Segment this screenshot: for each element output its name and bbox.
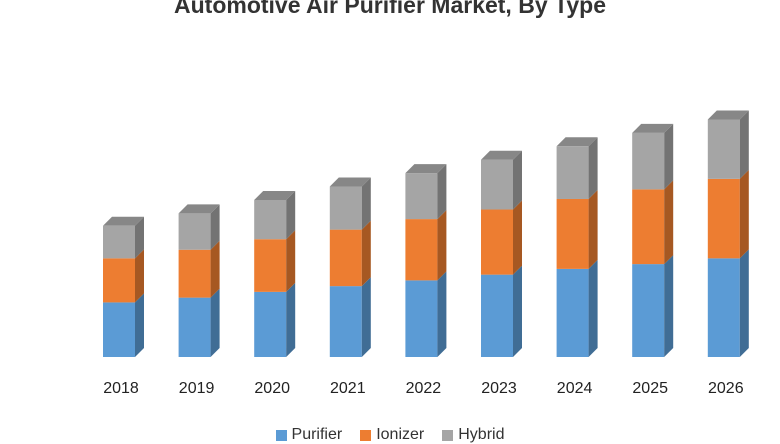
bar-side-hybrid-2021 bbox=[361, 177, 371, 230]
x-tick-label-2023: 2023 bbox=[481, 380, 517, 397]
bar-stack-2024 bbox=[556, 137, 598, 357]
bar-hybrid-2026 bbox=[707, 119, 740, 179]
bar-side-ionizer-2023 bbox=[513, 200, 522, 275]
bar-side-ionizer-2021 bbox=[361, 220, 371, 287]
bar-side-purifier-2019 bbox=[210, 288, 220, 357]
bar-ionizer-2019 bbox=[178, 249, 211, 298]
bar-top-hybrid-2026 bbox=[707, 110, 749, 120]
bar-side-purifier-2024 bbox=[588, 259, 598, 357]
x-tick-label-2026: 2026 bbox=[708, 380, 744, 397]
bar-side-purifier-2018 bbox=[135, 293, 144, 357]
bar-hybrid-2018 bbox=[103, 225, 135, 259]
bar-top-hybrid-2021 bbox=[329, 177, 371, 187]
x-tick-label-2019: 2019 bbox=[179, 380, 215, 397]
bar-hybrid-2024 bbox=[556, 146, 589, 199]
bar-purifier-2019 bbox=[178, 297, 211, 357]
x-tick-label-2020: 2020 bbox=[254, 380, 290, 397]
bar-stack-2023 bbox=[481, 150, 522, 357]
bar-purifier-2025 bbox=[632, 264, 665, 357]
bar-stack-2022 bbox=[405, 164, 447, 357]
legend-label-hybrid: Hybrid bbox=[458, 426, 505, 443]
bar-side-ionizer-2022 bbox=[437, 210, 447, 281]
x-tick-label-2021: 2021 bbox=[330, 380, 366, 397]
bar-ionizer-2018 bbox=[103, 258, 135, 303]
bar-side-purifier-2022 bbox=[437, 271, 447, 357]
bar-ionizer-2025 bbox=[632, 189, 665, 265]
bar-top-hybrid-2019 bbox=[178, 204, 220, 214]
bar-hybrid-2021 bbox=[329, 186, 362, 230]
chart-title: Automotive Air Purifier Market, By Type bbox=[174, 0, 606, 18]
legend-item-hybrid: Hybrid bbox=[442, 426, 504, 444]
bar-side-ionizer-2024 bbox=[588, 189, 598, 269]
bar-top-hybrid-2025 bbox=[632, 123, 674, 133]
bar-purifier-2024 bbox=[556, 268, 589, 357]
x-tick-label-2018: 2018 bbox=[103, 380, 139, 397]
bar-side-ionizer-2026 bbox=[739, 169, 749, 259]
bar-side-hybrid-2024 bbox=[588, 137, 598, 199]
bar-stack-2021 bbox=[329, 177, 371, 357]
bar-top-hybrid-2023 bbox=[481, 150, 522, 160]
bar-side-ionizer-2025 bbox=[664, 180, 674, 265]
bar-side-hybrid-2018 bbox=[135, 216, 144, 259]
bar-stack-2018 bbox=[103, 216, 144, 357]
bar-top-hybrid-2022 bbox=[405, 164, 447, 174]
x-tick-label-2024: 2024 bbox=[557, 380, 593, 397]
bar-hybrid-2020 bbox=[254, 199, 287, 240]
bar-purifier-2020 bbox=[254, 291, 287, 357]
bar-side-hybrid-2019 bbox=[210, 204, 220, 250]
legend-label-ionizer: Ionizer bbox=[376, 426, 425, 443]
bar-purifier-2023 bbox=[481, 274, 513, 357]
x-tick-label-2022: 2022 bbox=[406, 380, 442, 397]
bar-side-hybrid-2022 bbox=[437, 164, 447, 220]
bar-side-hybrid-2020 bbox=[286, 190, 296, 240]
bar-side-hybrid-2023 bbox=[513, 150, 522, 210]
bar-purifier-2026 bbox=[707, 258, 740, 357]
bar-stack-2025 bbox=[632, 123, 674, 357]
legend-item-purifier: Purifier bbox=[275, 426, 343, 444]
legend-item-ionizer: Ionizer bbox=[360, 426, 424, 444]
bar-hybrid-2023 bbox=[481, 159, 513, 210]
bar-hybrid-2019 bbox=[178, 213, 211, 250]
bars-layer bbox=[103, 110, 749, 357]
bar-ionizer-2026 bbox=[707, 178, 740, 259]
bar-side-purifier-2023 bbox=[513, 265, 522, 357]
bar-side-hybrid-2025 bbox=[664, 123, 674, 190]
legend-swatch-purifier bbox=[275, 429, 287, 441]
bar-side-purifier-2020 bbox=[286, 282, 296, 357]
bar-purifier-2021 bbox=[329, 286, 362, 357]
bar-ionizer-2020 bbox=[254, 239, 287, 292]
bar-side-ionizer-2018 bbox=[135, 249, 144, 303]
bar-stack-2026 bbox=[707, 110, 749, 357]
bar-top-hybrid-2018 bbox=[103, 216, 144, 226]
bar-side-purifier-2021 bbox=[361, 277, 371, 357]
bar-purifier-2022 bbox=[405, 280, 438, 357]
legend-swatch-hybrid bbox=[442, 429, 454, 441]
bar-side-ionizer-2020 bbox=[286, 230, 296, 292]
bar-side-ionizer-2019 bbox=[210, 240, 220, 298]
legend-label-purifier: Purifier bbox=[291, 426, 343, 443]
x-axis: 2018 2019 2020 2021 2022 2023 2024 2025 2026 bbox=[103, 380, 743, 397]
legend: Purifier Ionizer Hybrid bbox=[0, 426, 780, 444]
bar-side-purifier-2025 bbox=[664, 255, 674, 357]
bar-hybrid-2022 bbox=[405, 173, 438, 220]
bar-purifier-2018 bbox=[103, 302, 135, 357]
legend-swatch-ionizer bbox=[360, 429, 372, 441]
bar-ionizer-2024 bbox=[556, 198, 589, 269]
bar-stack-2020 bbox=[254, 190, 296, 357]
bar-hybrid-2025 bbox=[632, 132, 665, 190]
bar-top-hybrid-2020 bbox=[254, 190, 296, 200]
bar-ionizer-2022 bbox=[405, 219, 438, 281]
bar-side-hybrid-2026 bbox=[739, 110, 749, 179]
bar-stack-2019 bbox=[178, 204, 220, 357]
bar-top-hybrid-2024 bbox=[556, 137, 598, 147]
bar-side-purifier-2026 bbox=[739, 249, 749, 357]
bar-ionizer-2021 bbox=[329, 229, 362, 287]
x-tick-label-2025: 2025 bbox=[632, 380, 668, 397]
bar-ionizer-2023 bbox=[481, 209, 513, 275]
